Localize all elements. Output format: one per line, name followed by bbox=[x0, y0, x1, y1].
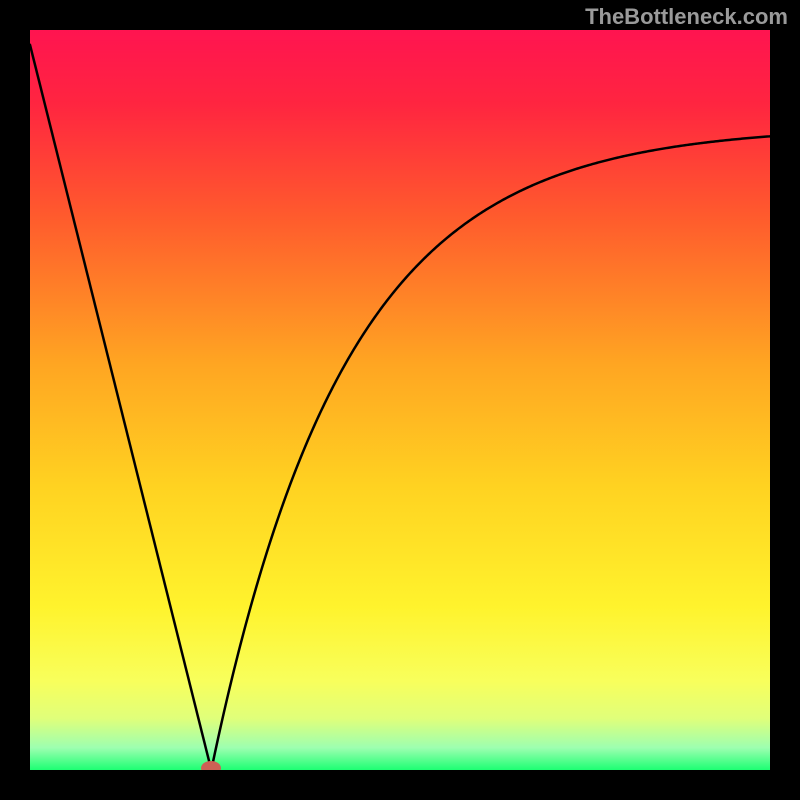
minimum-marker bbox=[201, 761, 221, 770]
bottleneck-curve bbox=[30, 45, 770, 767]
curve-layer bbox=[30, 30, 770, 770]
watermark-label: TheBottleneck.com bbox=[585, 4, 788, 30]
plot-area bbox=[30, 30, 770, 770]
chart-root: TheBottleneck.com bbox=[0, 0, 800, 800]
